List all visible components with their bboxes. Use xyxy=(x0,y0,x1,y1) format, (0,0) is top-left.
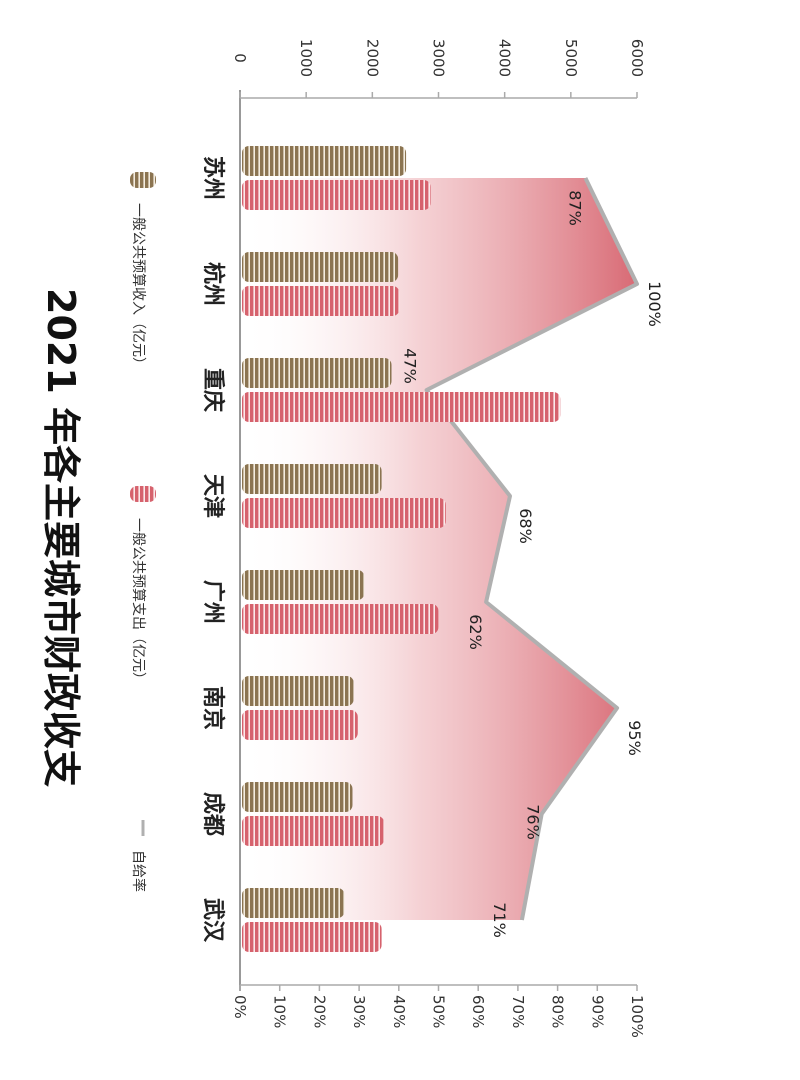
ratio-tick-label: 80% xyxy=(549,995,567,1028)
ratio-tick-label: 10% xyxy=(271,995,289,1028)
bar-income xyxy=(242,252,399,282)
ratio-data-label: 47% xyxy=(401,348,420,384)
bar-expenditure xyxy=(242,922,382,952)
ratio-tick-label: 0% xyxy=(231,995,249,1019)
category-label: 成都 xyxy=(200,792,225,836)
bar-expenditure xyxy=(242,498,446,528)
legend-label-self-sufficiency: 自给率 xyxy=(130,850,147,892)
legend: 一般公共预算收入（亿元） 一般公共预算支出（亿元） 自给率 xyxy=(130,172,156,892)
ratio-data-label: 100% xyxy=(645,281,664,327)
ratio-data-label: 68% xyxy=(516,508,535,544)
ratio-data-label: 76% xyxy=(524,804,543,840)
axis-layer: 0 1000 2000 3000 4000 5000 6000 0% 10% 20% 30% 40% 5… xyxy=(231,39,646,1038)
bar-income xyxy=(242,464,382,494)
ratio-data-label: 95% xyxy=(625,720,644,756)
category-label: 广州 xyxy=(200,580,226,624)
value-tick-label: 5000 xyxy=(562,39,580,77)
legend-item-income: 一般公共预算收入（亿元） xyxy=(130,172,156,371)
legend-item-expenditure: 一般公共预算支出（亿元） xyxy=(130,486,156,686)
chart-title: 2021 年各主要城市财政收支 xyxy=(39,288,83,787)
ratio-tick-label: 90% xyxy=(588,995,606,1028)
bar-income xyxy=(242,676,354,706)
category-label: 重庆 xyxy=(200,368,226,412)
value-tick-label: 2000 xyxy=(363,39,381,77)
bar-expenditure xyxy=(242,710,358,740)
category-label: 苏州 xyxy=(200,156,226,200)
ratio-tick-label: 20% xyxy=(310,995,328,1028)
ratio-data-label: 71% xyxy=(490,902,509,938)
bar-expenditure xyxy=(242,816,385,846)
bar-expenditure xyxy=(242,604,439,634)
legend-swatch-income xyxy=(130,172,156,188)
category-label: 天津 xyxy=(200,474,226,518)
bar-income xyxy=(242,570,365,600)
bar-income xyxy=(242,782,353,812)
legend-swatch-expenditure xyxy=(130,486,156,502)
category-label: 杭州 xyxy=(200,262,226,306)
bar-layer xyxy=(242,146,561,952)
legend-label-expenditure: 一般公共预算支出（亿元） xyxy=(130,518,146,686)
legend-item-self-sufficiency: 自给率 xyxy=(130,820,147,892)
ratio-tick-label: 40% xyxy=(390,995,408,1028)
value-tick-label: 6000 xyxy=(628,39,646,77)
category-label: 武汉 xyxy=(200,898,225,943)
value-tick-label: 1000 xyxy=(297,39,315,77)
bar-expenditure xyxy=(242,180,431,210)
category-label: 南京 xyxy=(200,686,226,730)
bar-income xyxy=(242,888,345,918)
self-sufficiency-line xyxy=(424,177,639,921)
ratio-tick-label: 50% xyxy=(430,995,448,1028)
ratio-tick-label: 70% xyxy=(509,995,527,1028)
ratio-data-label: 62% xyxy=(466,614,485,650)
legend-label-income: 一般公共预算收入（亿元） xyxy=(130,203,146,371)
bar-expenditure xyxy=(242,286,400,316)
bar-expenditure xyxy=(242,392,561,422)
bar-income xyxy=(242,146,407,176)
value-tick-label: 4000 xyxy=(496,39,514,77)
value-tick-label: 0 xyxy=(231,53,249,63)
value-tick-label: 3000 xyxy=(430,39,448,77)
ratio-tick-label: 60% xyxy=(469,995,487,1028)
ratio-tick-label: 100% xyxy=(628,995,646,1038)
ratio-data-label: 87% xyxy=(565,190,584,226)
ratio-tick-label: 30% xyxy=(350,995,368,1028)
bar-income xyxy=(242,358,392,388)
